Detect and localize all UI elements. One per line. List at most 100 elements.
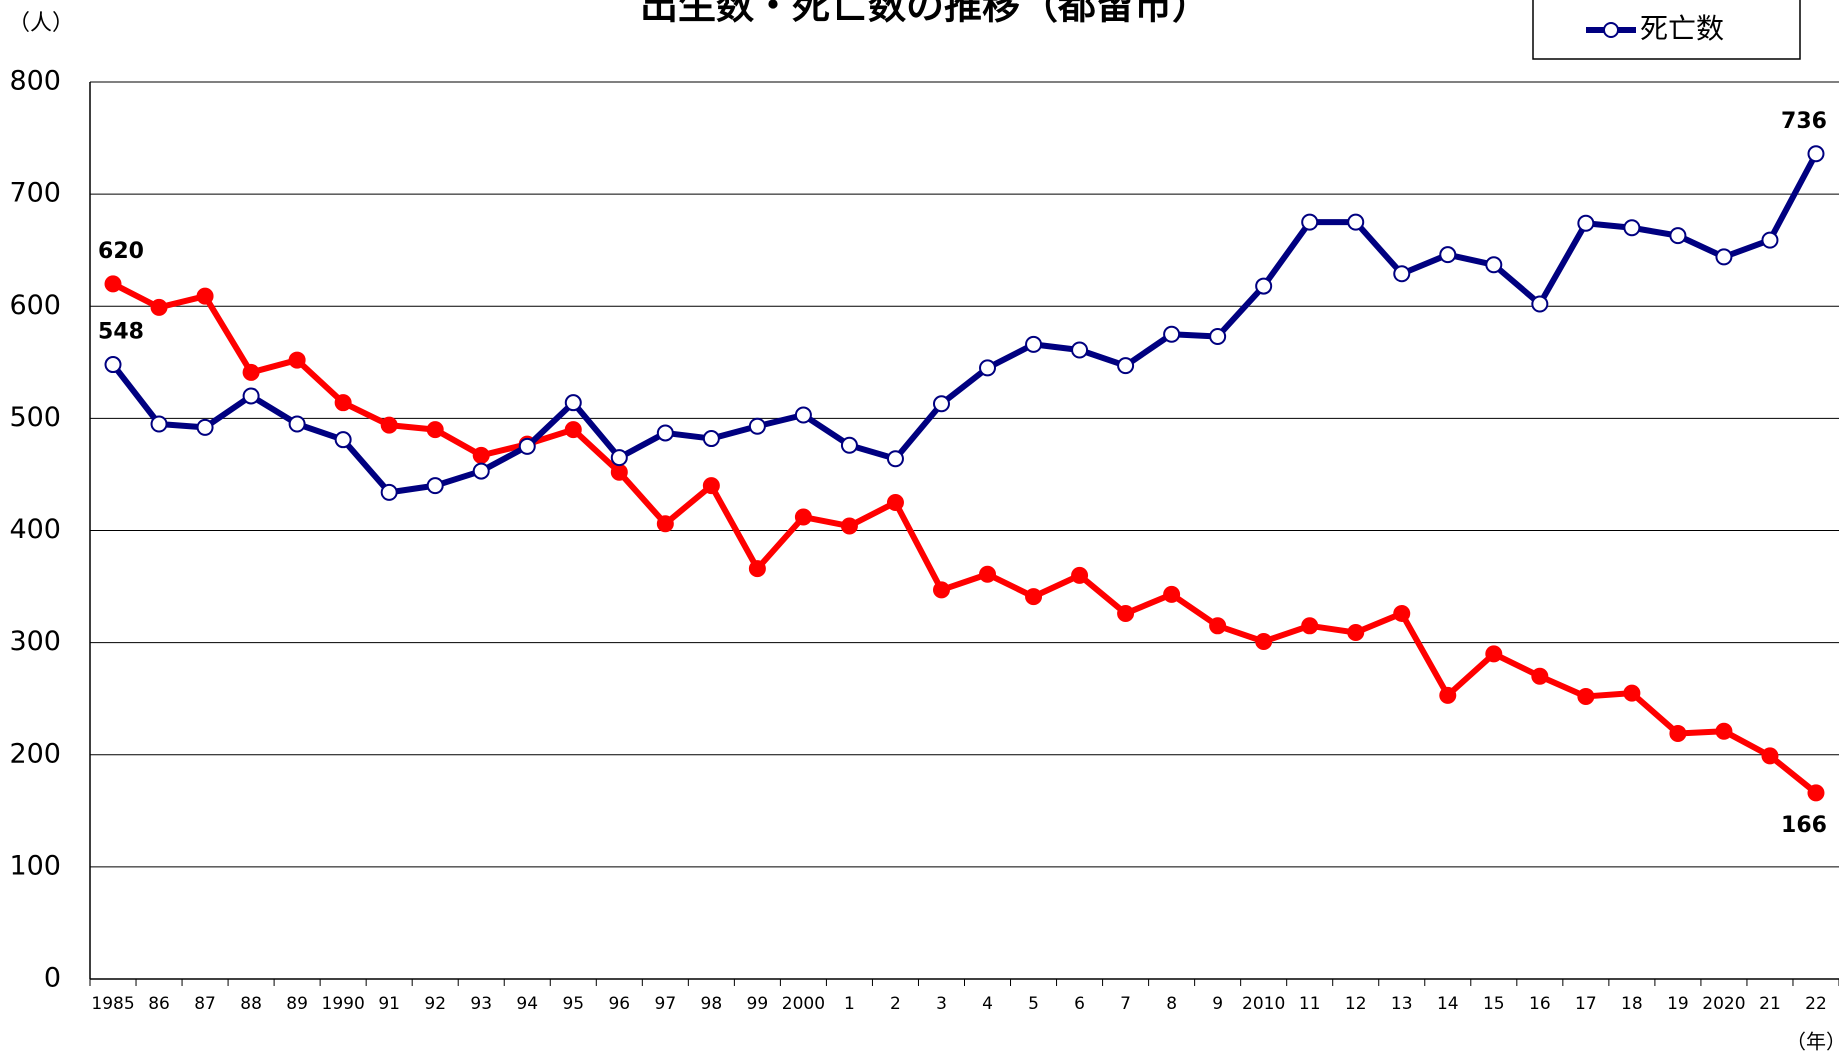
x-tick-label: 99 — [747, 994, 769, 1014]
data-point — [104, 356, 122, 374]
data-point — [472, 462, 490, 480]
data-point — [840, 436, 858, 454]
x-tick-label: 87 — [194, 994, 216, 1014]
data-point — [1163, 585, 1181, 603]
data-point — [702, 477, 720, 495]
data-point — [610, 463, 628, 481]
data-point — [380, 483, 398, 501]
series-line — [111, 281, 1818, 796]
data-point — [1255, 277, 1273, 295]
data-label: 548 — [98, 320, 144, 345]
data-point — [196, 418, 214, 436]
x-axis-label: （年） — [1786, 1030, 1839, 1054]
data-point — [1071, 566, 1089, 584]
x-tick-label: 18 — [1621, 994, 1643, 1014]
data-point — [1117, 357, 1135, 375]
y-tick-label: 100 — [9, 850, 61, 881]
data-point — [334, 394, 352, 412]
data-point — [656, 515, 674, 533]
y-tick-label: 600 — [9, 290, 61, 321]
data-point — [518, 437, 536, 455]
y-tick-label: 0 — [44, 963, 61, 994]
data-point — [1163, 325, 1181, 343]
data-point — [288, 351, 306, 369]
y-tick-label: 700 — [9, 178, 61, 209]
x-tick-label: 1 — [844, 994, 855, 1014]
x-tick-label: 93 — [470, 994, 492, 1014]
data-point — [1025, 588, 1043, 606]
data-point — [426, 477, 444, 495]
data-point — [1761, 747, 1779, 765]
data-point — [1301, 617, 1319, 635]
x-tick-label: 1985 — [91, 994, 134, 1014]
chart-title: 出生数・死亡数の推移（都留市） — [640, 0, 1210, 28]
x-tick-label: 89 — [286, 994, 308, 1014]
y-tick-label: 500 — [9, 402, 61, 433]
x-tick-label: 92 — [424, 994, 446, 1014]
data-point — [1439, 246, 1457, 264]
x-tick-label: 12 — [1345, 994, 1367, 1014]
data-point — [150, 415, 168, 433]
data-point — [104, 275, 122, 293]
data-label: 620 — [98, 239, 144, 264]
data-point — [702, 430, 720, 448]
data-point — [1347, 624, 1365, 642]
data-point — [564, 394, 582, 412]
x-tick-label: 17 — [1575, 994, 1597, 1014]
x-tick-label: 98 — [701, 994, 723, 1014]
data-point — [564, 421, 582, 439]
x-tick-label: 19 — [1667, 994, 1689, 1014]
data-point — [1209, 617, 1227, 635]
x-tick-label: 2 — [890, 994, 901, 1014]
data-point — [1439, 686, 1457, 704]
x-tick-label: 1990 — [322, 994, 365, 1014]
data-point — [334, 431, 352, 449]
data-point — [979, 565, 997, 583]
x-tick-label: 6 — [1074, 994, 1085, 1014]
data-point — [748, 560, 766, 578]
x-tick-label: 22 — [1805, 994, 1827, 1014]
y-tick-label: 400 — [9, 514, 61, 545]
y-tick-label: 300 — [9, 626, 61, 657]
x-tick-label: 4 — [982, 994, 993, 1014]
data-point — [656, 424, 674, 442]
data-point — [1669, 724, 1687, 742]
data-point — [242, 387, 260, 405]
data-point — [1485, 256, 1503, 274]
x-tick-label: 86 — [148, 994, 170, 1014]
x-tick-label: 91 — [378, 994, 400, 1014]
data-point — [472, 446, 490, 464]
data-point — [1807, 784, 1825, 802]
x-tick-label: 96 — [608, 994, 630, 1014]
data-point — [748, 417, 766, 435]
data-point — [1669, 227, 1687, 245]
data-point — [1393, 604, 1411, 622]
data-point — [1025, 335, 1043, 353]
x-tick-label: 94 — [516, 994, 538, 1014]
y-axis-label: （人） — [8, 11, 74, 36]
data-point — [1715, 248, 1733, 266]
data-point — [1623, 684, 1641, 702]
data-point — [1577, 214, 1595, 232]
data-point — [840, 517, 858, 535]
data-point — [1485, 645, 1503, 663]
x-tick-label: 21 — [1759, 994, 1781, 1014]
data-point — [1209, 328, 1227, 346]
x-tick-label: 16 — [1529, 994, 1551, 1014]
data-point — [794, 406, 812, 424]
x-tick-label: 3 — [936, 994, 947, 1014]
data-point — [426, 421, 444, 439]
x-tick-label: 2020 — [1702, 994, 1745, 1014]
data-point — [1301, 213, 1319, 231]
x-tick-label: 13 — [1391, 994, 1413, 1014]
data-point — [610, 449, 628, 467]
data-point — [1255, 633, 1273, 651]
x-tick-label: 5 — [1028, 994, 1039, 1014]
data-point — [886, 450, 904, 468]
legend-label: 死亡数 — [1640, 12, 1724, 45]
data-point — [932, 395, 950, 413]
data-point — [1531, 295, 1549, 313]
x-tick-label: 95 — [562, 994, 584, 1014]
x-tick-label: 2000 — [782, 994, 825, 1014]
